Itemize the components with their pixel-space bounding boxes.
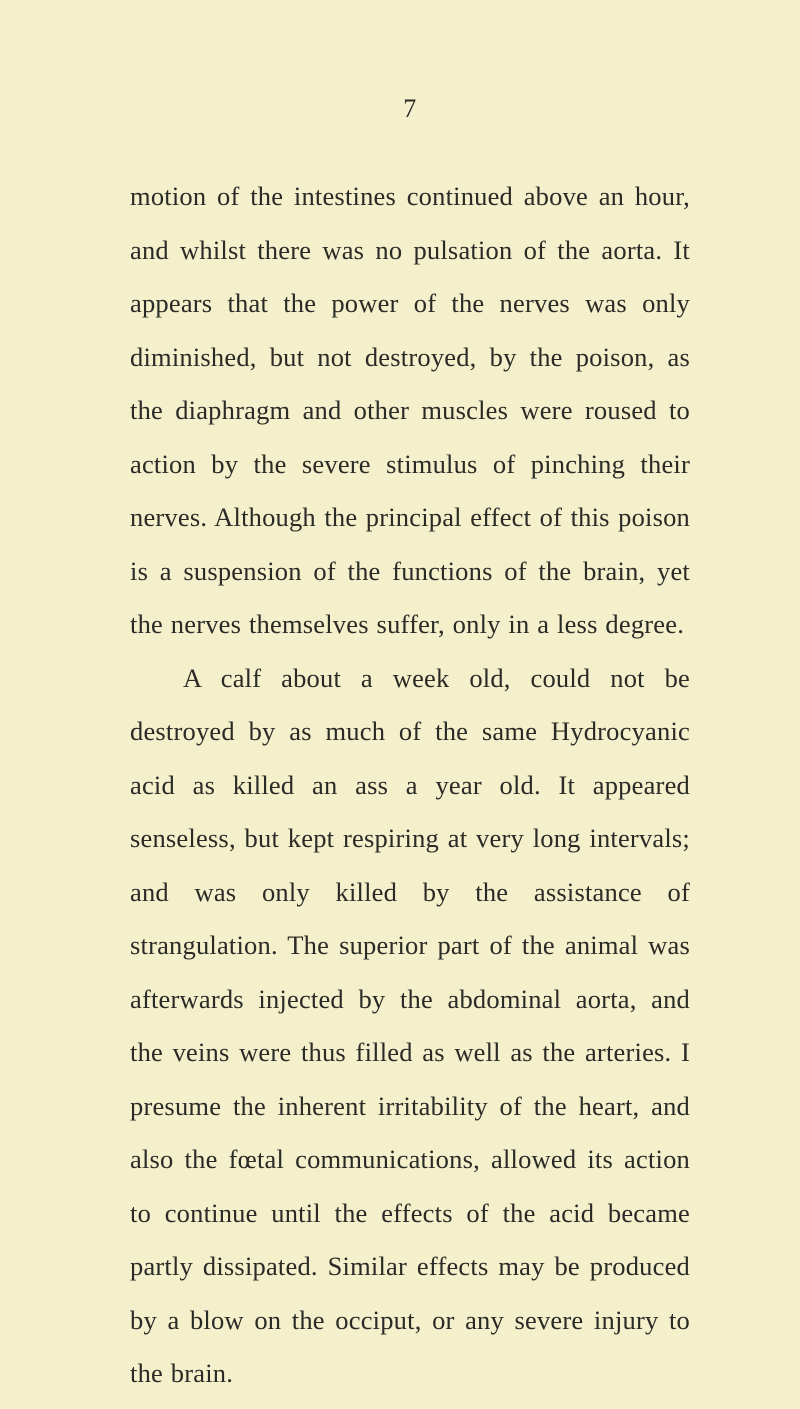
body-text: motion of the intestines continued above… [130,170,690,1401]
document-page: 7 motion of the intestines continued abo… [0,0,800,1409]
page-number: 7 [130,94,690,124]
paragraph-2: A calf about a week old, could not be de… [130,663,690,1389]
paragraph-1: motion of the intestines continued above… [130,181,690,639]
